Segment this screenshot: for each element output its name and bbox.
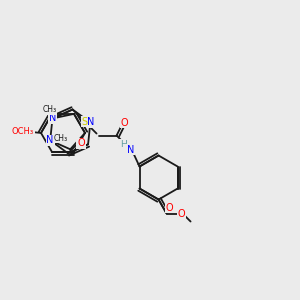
Text: O: O [166, 202, 173, 212]
Text: N: N [46, 135, 54, 145]
Text: O: O [178, 208, 185, 218]
Text: OCH₃: OCH₃ [12, 128, 34, 136]
Text: O: O [77, 138, 85, 148]
Text: O: O [121, 118, 128, 128]
Text: N: N [127, 145, 134, 154]
Text: H: H [120, 140, 127, 149]
Text: N: N [49, 113, 56, 124]
Text: N: N [87, 118, 94, 128]
Text: CH₃: CH₃ [42, 105, 56, 114]
Text: CH₃: CH₃ [54, 134, 68, 143]
Text: S: S [82, 116, 88, 127]
